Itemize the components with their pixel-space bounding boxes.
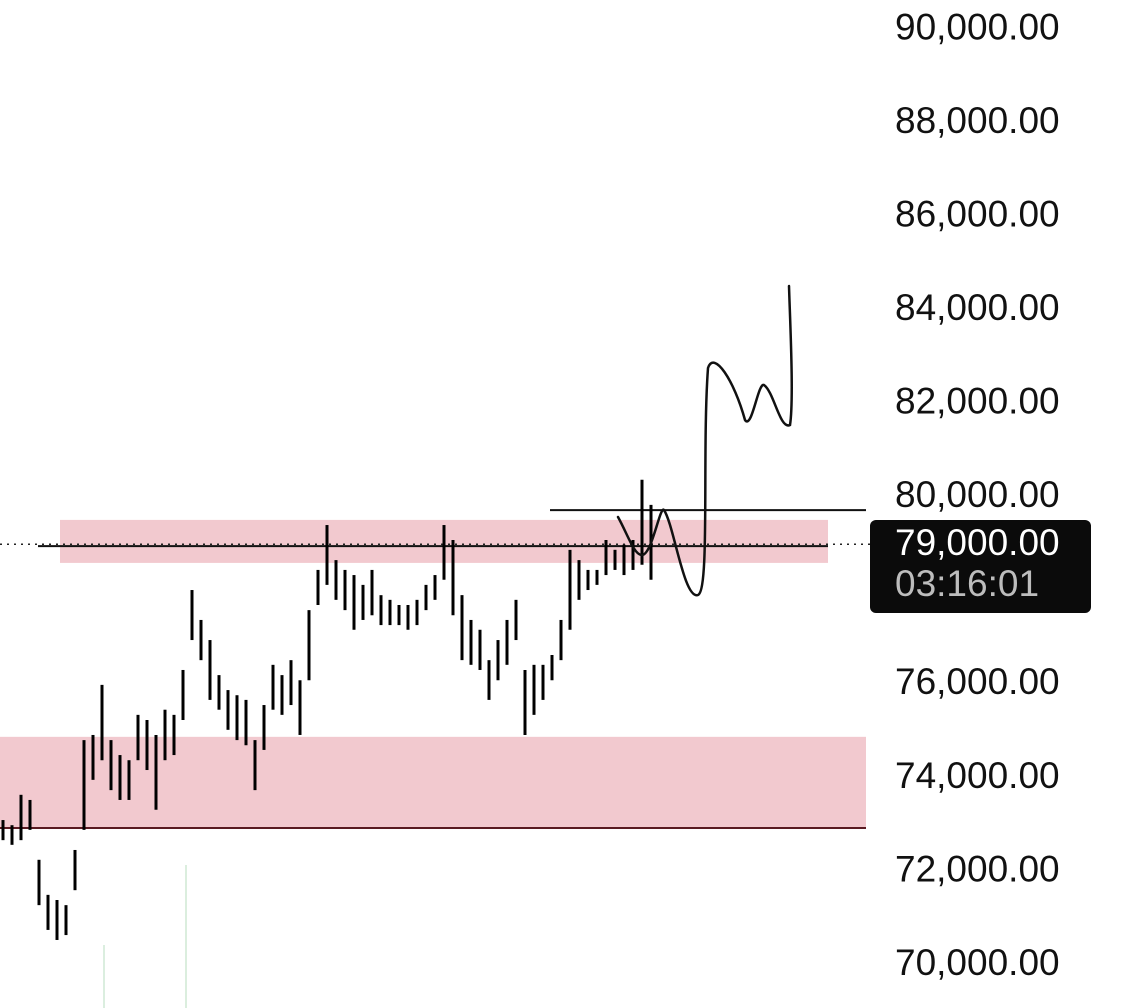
y-tick-label: 70,000.00 — [895, 942, 1060, 983]
zone — [0, 736, 866, 828]
y-tick-label: 80,000.00 — [895, 474, 1060, 515]
y-tick-label: 72,000.00 — [895, 848, 1060, 889]
price-label-box — [870, 520, 1091, 613]
last-price-label: 79,000.00 — [895, 522, 1060, 563]
y-tick-label: 88,000.00 — [895, 100, 1060, 141]
y-tick-label: 74,000.00 — [895, 755, 1060, 796]
y-tick-label: 84,000.00 — [895, 287, 1060, 328]
countdown: 03:16:01 — [895, 563, 1039, 604]
y-tick-label: 76,000.00 — [895, 661, 1060, 702]
y-tick-label: 86,000.00 — [895, 194, 1060, 235]
hand-drawn-path — [616, 284, 793, 597]
y-tick-label: 82,000.00 — [895, 381, 1060, 422]
y-tick-label: 90,000.00 — [895, 7, 1060, 48]
